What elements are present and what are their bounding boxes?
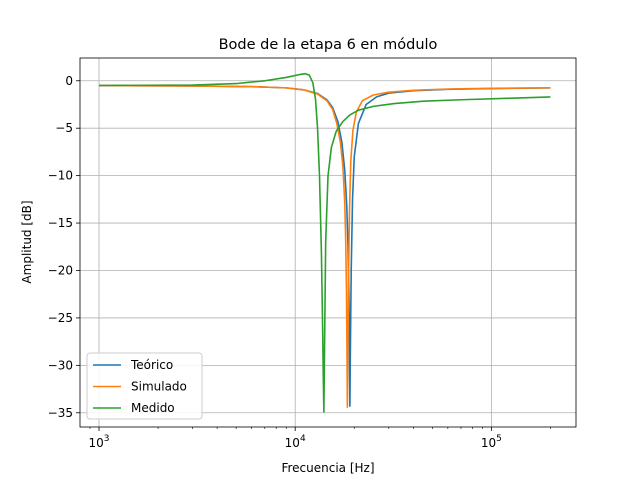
- y-tick-label: −15: [48, 216, 73, 230]
- legend-label-3: Medido: [131, 401, 175, 415]
- grid: [80, 58, 576, 427]
- series-line-3: [99, 72, 551, 413]
- plot-frame: [79, 57, 577, 428]
- legend-box: [86, 352, 203, 420]
- y-tick-label: −25: [48, 311, 73, 325]
- series-lines: [99, 72, 551, 413]
- chart-title: Bode de la etapa 6 en módulo: [219, 37, 438, 53]
- x-tick-label: 105: [481, 434, 502, 450]
- y-tick-label: −30: [48, 358, 73, 372]
- legend-label-2: Simulado: [131, 380, 187, 394]
- x-tick-label: 104: [285, 434, 306, 450]
- legend: Teórico Simulado Medido: [86, 352, 203, 420]
- x-tick-label: 103: [89, 434, 110, 450]
- legend-label-1: Teórico: [130, 358, 173, 372]
- y-tick-label: −5: [55, 121, 73, 135]
- y-axis-label: Amplitud [dB]: [20, 200, 34, 283]
- y-tick-label: −35: [48, 406, 73, 420]
- y-tick-label: −10: [48, 169, 73, 183]
- x-axis-label: Frecuencia [Hz]: [281, 461, 374, 475]
- y-tick-label: −20: [48, 263, 73, 277]
- axis-ticks: 103 104 105 0 −5 −10 −15 −20 −25 −30 −35: [48, 74, 551, 450]
- y-tick-label: 0: [65, 74, 73, 88]
